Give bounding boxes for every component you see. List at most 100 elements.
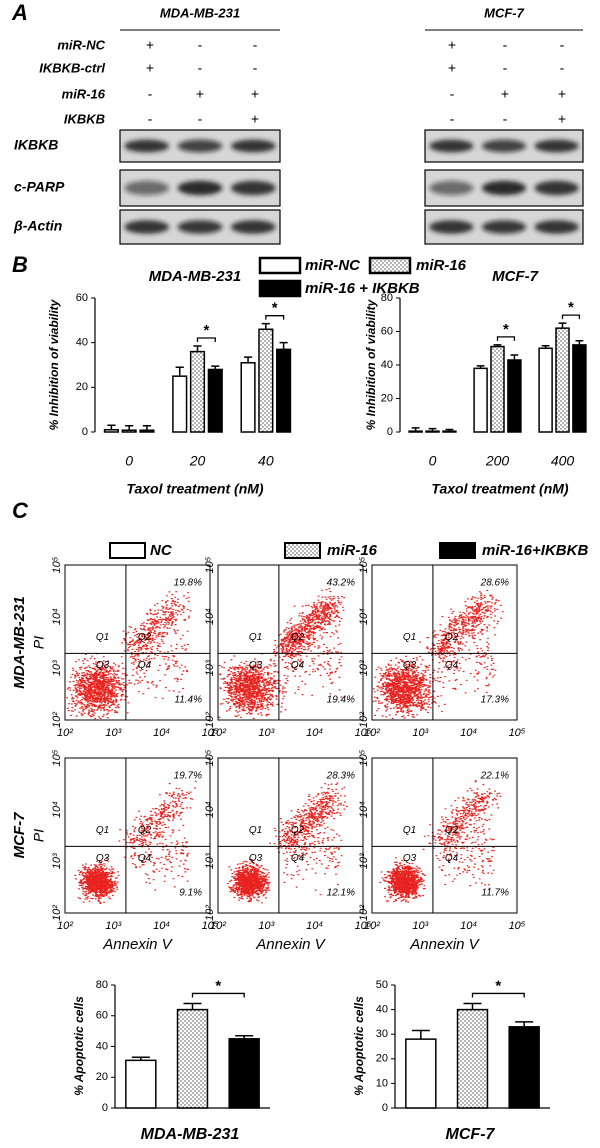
x-tick-label: 10⁵: [355, 727, 372, 739]
condition-label: miR-NC: [57, 37, 105, 52]
error-bar: [125, 424, 134, 431]
panel-label: C: [12, 498, 29, 523]
blot-label: c-PARP: [14, 179, 65, 195]
blot-band: [429, 220, 474, 234]
legend-label: miR-NC: [305, 257, 361, 274]
error-bar: [463, 1002, 482, 1010]
quadrant-label: Q4: [445, 660, 459, 671]
y-tick-label: 10⁵: [358, 749, 370, 766]
sign: -: [198, 37, 203, 53]
quadrant-label: Q1: [96, 632, 109, 643]
y-tick-label: 30: [376, 1028, 388, 1040]
plot-frame: [371, 564, 518, 721]
x-tick-label: 20: [189, 453, 206, 469]
bar: [103, 429, 119, 433]
significance-star: *: [568, 299, 574, 316]
bar: [189, 350, 206, 433]
y-tick-label: 10³: [204, 853, 216, 869]
y-tick-label: 10⁴: [358, 801, 370, 818]
sign: +: [558, 86, 566, 102]
legend-swatch: [258, 279, 302, 298]
bar: [507, 359, 522, 433]
quadrant-percent: 43.2%: [327, 578, 355, 589]
row-label: MCF-7: [11, 812, 28, 858]
quadrant-label: Q2: [138, 632, 152, 643]
error-bar: [558, 322, 567, 329]
error-bar: [515, 1021, 534, 1027]
quadrant-percent: 19.7%: [174, 771, 202, 782]
panel-label: B: [12, 252, 28, 277]
legend-swatch: [109, 542, 146, 559]
x-axis-label: Taxol treatment (nM): [431, 481, 568, 497]
quadrant-percent: 17.3%: [481, 695, 509, 706]
plot-frame: [217, 757, 364, 914]
y-tick-label: 10⁵: [51, 556, 63, 573]
y-tick-label: 40: [76, 337, 88, 349]
quadrant-label: Q1: [249, 825, 262, 836]
x-axis-label: Annexin V: [409, 936, 480, 953]
quadrant-label: Q1: [96, 825, 109, 836]
y-tick-label: 20: [96, 1071, 108, 1083]
blot-band: [481, 180, 527, 196]
error-bar: [493, 344, 502, 347]
y-axis-label: % Apoptotic cells: [72, 996, 86, 1096]
x-tick-label: 10²: [210, 920, 226, 932]
quadrant-percent: 9.1%: [179, 888, 202, 899]
y-tick-label: 10: [376, 1077, 388, 1089]
blot-band: [177, 180, 223, 196]
y-tick-label: 10²: [51, 712, 63, 728]
quadrant-label: Q3: [96, 660, 110, 671]
y-tick-label: 60: [381, 325, 393, 337]
blot-band: [177, 139, 223, 153]
y-tick-label: 10³: [204, 660, 216, 676]
cell-line-title: MDA-MB-231: [160, 5, 240, 20]
y-tick-label: 10³: [358, 660, 370, 676]
y-tick-label: 10⁴: [51, 801, 63, 818]
x-tick-label: 10²: [57, 920, 73, 932]
legend-label: miR-16+IKBKB: [482, 542, 588, 559]
quadrant-label: Q1: [403, 825, 416, 836]
y-tick-label: 60: [76, 292, 88, 304]
error-bar: [411, 1029, 430, 1040]
sign: +: [448, 60, 456, 76]
sign: -: [560, 37, 565, 53]
quadrant-percent: 22.1%: [480, 771, 509, 782]
blot-band: [481, 139, 527, 153]
blot-band: [230, 180, 276, 196]
quadrant-percent: 28.6%: [480, 578, 509, 589]
significance-bracket: [496, 336, 516, 341]
bar: [207, 368, 223, 433]
quadrant-label: Q3: [403, 853, 417, 864]
legend-swatch: [284, 542, 321, 559]
y-tick-label: 60: [96, 1010, 108, 1022]
condition-label: IKBKB: [64, 111, 105, 126]
scatter-cloud: [226, 782, 348, 904]
significance-bracket: [265, 315, 285, 320]
sign: -: [253, 37, 258, 53]
blot-band: [429, 180, 474, 196]
bar: [442, 430, 457, 433]
quadrant-label: Q3: [249, 853, 263, 864]
plot-frame: [217, 564, 364, 721]
quadrant-percent: 11.7%: [481, 888, 509, 899]
significance-star: *: [272, 300, 278, 317]
quadrant-label: Q4: [291, 660, 305, 671]
y-tick-label: 40: [381, 359, 393, 371]
bar: [425, 430, 440, 433]
y-tick-label: 40: [96, 1040, 108, 1052]
bar: [121, 429, 137, 433]
x-tick-label: 10⁵: [202, 920, 219, 932]
blot-band: [429, 139, 474, 153]
x-tick-label: 10³: [258, 727, 274, 739]
plot-frame: [371, 757, 518, 914]
x-tick-label: 10²: [364, 727, 380, 739]
legend-label: miR-16 + IKBKB: [305, 280, 420, 297]
error-bar: [193, 345, 202, 352]
y-tick-label: 50: [376, 979, 388, 991]
significance-bracket: [561, 314, 581, 320]
bar: [172, 375, 188, 433]
error-bar: [445, 428, 454, 432]
y-tick-label: 10³: [51, 660, 63, 676]
legend-swatch: [258, 256, 302, 275]
